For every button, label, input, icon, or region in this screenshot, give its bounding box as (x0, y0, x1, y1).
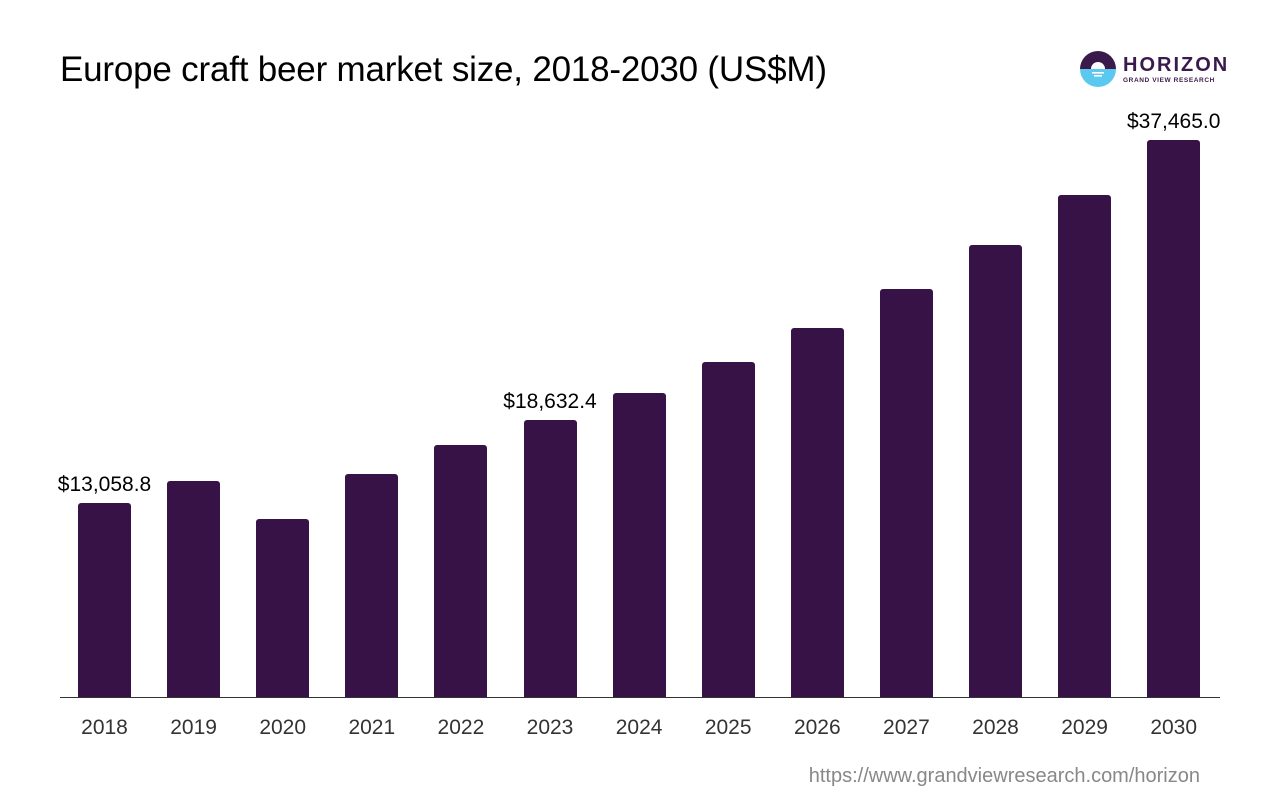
x-tick-label: 2030 (1150, 716, 1198, 739)
bar-2028 (969, 245, 1022, 697)
x-tick-label: 2024 (615, 716, 663, 739)
bar-2023 (523, 420, 577, 697)
x-tick-label: 2019 (170, 716, 217, 739)
chart-title: Europe craft beer market size, 2018-2030… (60, 50, 827, 89)
x-tick-label: 2029 (1061, 716, 1108, 739)
source-url: https://www.grandviewresearch.com/horizo… (808, 765, 1200, 787)
bar-2019 (167, 480, 221, 697)
x-tick-label: 2021 (348, 716, 396, 739)
bar-2020 (256, 519, 310, 697)
bar-2026 (790, 328, 844, 697)
bar-2018 (78, 502, 131, 697)
bar-plot-area (60, 100, 1220, 697)
bar-2024 (612, 392, 666, 697)
x-axis-line (60, 697, 1220, 698)
x-tick-label: 2026 (793, 716, 841, 739)
x-tick-label: 2028 (972, 716, 1019, 739)
bar-2029 (1058, 194, 1112, 697)
logo-name: HORIZON (1123, 53, 1230, 76)
horizon-logo-icon (1080, 51, 1116, 87)
data-label-2030: $37,465.0 (1126, 110, 1221, 133)
x-tick-label: 2020 (259, 716, 307, 739)
x-tick-label: 2027 (883, 716, 930, 739)
bar-2027 (879, 289, 933, 697)
bar-2025 (701, 362, 755, 697)
logo-subtitle: GRAND VIEW RESEARCH (1123, 76, 1215, 84)
bar-2030 (1147, 140, 1201, 697)
x-tick-label: 2018 (81, 716, 128, 739)
bar-2021 (345, 474, 399, 697)
horizon-logo: HORIZON GRAND VIEW RESEARCH (1080, 51, 1229, 87)
x-tick-label: 2023 (526, 716, 574, 739)
x-tick-label: 2025 (704, 716, 752, 739)
x-tick-label: 2022 (437, 716, 485, 739)
data-label-2018: $13,058.8 (57, 472, 152, 496)
bar-2022 (434, 445, 488, 697)
data-label-2023: $18,632.4 (503, 389, 597, 413)
